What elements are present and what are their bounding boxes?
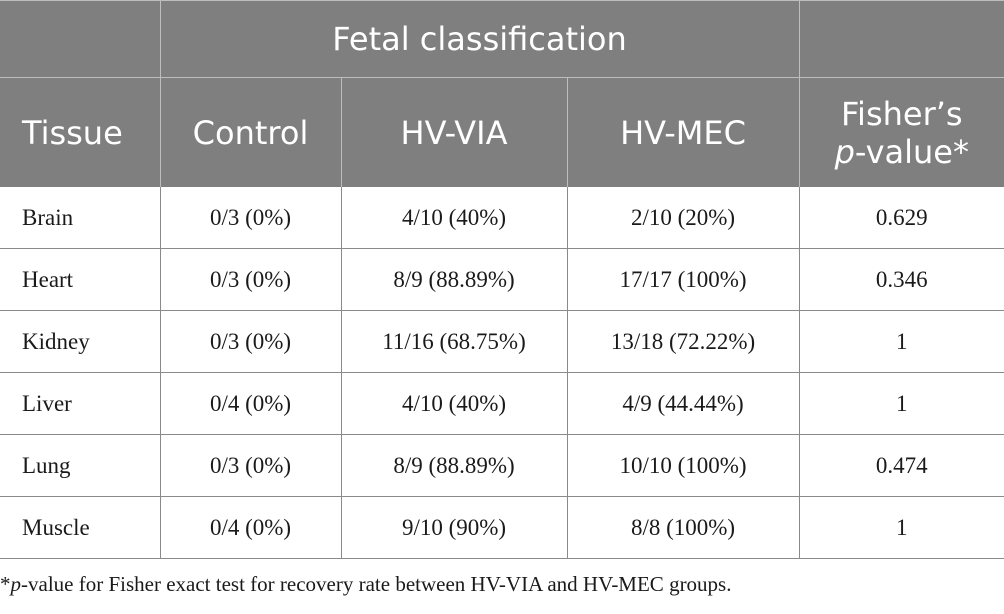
header-fisher-rest: -value* [854,132,969,171]
header-control: Control [159,77,341,187]
cell-p-value: 0.346 [798,248,1004,311]
footnote-text: -value for Fisher exact test for recover… [21,572,732,596]
cell-hv-via: 4/10 (40%) [340,372,567,435]
cell-hv-via: 8/9 (88.89%) [340,434,567,497]
cell-hv-via: 11/16 (68.75%) [340,310,567,373]
table-header: Fetal classification Tissue Control HV-V… [0,0,1004,187]
header-fisher-p-value: Fisher’s p-value* [798,77,1004,187]
cell-hv-mec: 10/10 (100%) [566,434,800,497]
cell-tissue: Lung [0,434,160,497]
table-body: Brain 0/3 (0%) 4/10 (40%) 2/10 (20%) 0.6… [0,187,1004,559]
cell-tissue: Kidney [0,310,160,373]
header-empty-right [798,0,1004,78]
cell-control: 0/4 (0%) [159,496,341,559]
table-row: Muscle 0/4 (0%) 9/10 (90%) 8/8 (100%) 1 [0,496,1004,559]
cell-p-value: 0.629 [798,187,1004,249]
cell-control: 0/3 (0%) [159,434,341,497]
cell-hv-via: 4/10 (40%) [340,187,567,249]
header-empty-left [0,0,160,78]
cell-hv-mec: 17/17 (100%) [566,248,800,311]
footnote-p: p [10,572,22,596]
header-fisher-p: p [834,132,855,171]
cell-control: 0/4 (0%) [159,372,341,435]
cell-hv-mec: 4/9 (44.44%) [566,372,800,435]
table-row: Kidney 0/3 (0%) 11/16 (68.75%) 13/18 (72… [0,310,1004,373]
table-row: Brain 0/3 (0%) 4/10 (40%) 2/10 (20%) 0.6… [0,187,1004,249]
header-column-row: Tissue Control HV-VIA HV-MEC Fisher’s p-v… [0,77,1004,187]
cell-tissue: Brain [0,187,160,249]
cell-tissue: Liver [0,372,160,435]
cell-p-value: 1 [798,496,1004,559]
cell-tissue: Muscle [0,496,160,559]
header-fetal-classification: Fetal classification [159,0,800,78]
table-row: Liver 0/4 (0%) 4/10 (40%) 4/9 (44.44%) 1 [0,372,1004,435]
results-table: Fetal classification Tissue Control HV-V… [0,0,1004,559]
cell-control: 0/3 (0%) [159,187,341,249]
header-hv-via: HV-VIA [340,77,567,187]
cell-hv-via: 8/9 (88.89%) [340,248,567,311]
table-footnote: *p-value for Fisher exact test for recov… [0,572,1004,597]
table-row: Lung 0/3 (0%) 8/9 (88.89%) 10/10 (100%) … [0,434,1004,497]
cell-control: 0/3 (0%) [159,310,341,373]
header-hv-mec: HV-MEC [566,77,800,187]
cell-hv-via: 9/10 (90%) [340,496,567,559]
footnote-star: * [0,572,11,596]
cell-p-value: 0.474 [798,434,1004,497]
header-group-row: Fetal classification [0,0,1004,78]
cell-hv-mec: 13/18 (72.22%) [566,310,800,373]
cell-hv-mec: 8/8 (100%) [566,496,800,559]
header-fisher-line1: Fisher’s [840,94,963,133]
cell-p-value: 1 [798,310,1004,373]
cell-p-value: 1 [798,372,1004,435]
cell-hv-mec: 2/10 (20%) [566,187,800,249]
table-row: Heart 0/3 (0%) 8/9 (88.89%) 17/17 (100%)… [0,248,1004,311]
header-tissue: Tissue [0,77,160,187]
cell-control: 0/3 (0%) [159,248,341,311]
cell-tissue: Heart [0,248,160,311]
